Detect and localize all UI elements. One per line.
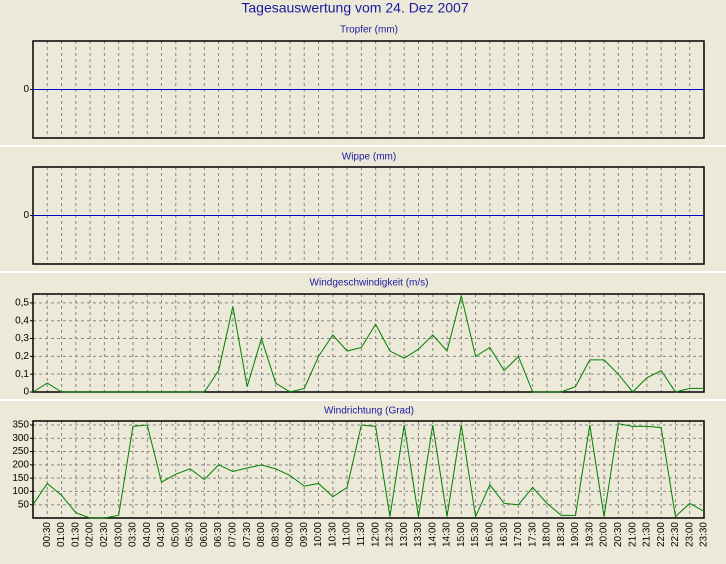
x-tick-label: 10:00 bbox=[313, 522, 324, 547]
x-tick-label: 16:30 bbox=[499, 522, 510, 547]
x-tick-label: 11:00 bbox=[342, 522, 353, 547]
x-tick-label: 07:00 bbox=[228, 522, 239, 547]
panel-title: Windgeschwindigkeit (m/s) bbox=[310, 278, 429, 289]
x-tick-label: 19:00 bbox=[570, 522, 581, 547]
plot-frame bbox=[32, 293, 705, 393]
y-tick-label: 0 bbox=[23, 210, 29, 221]
x-tick-label: 20:00 bbox=[599, 522, 610, 547]
x-tick-label: 20:30 bbox=[613, 522, 624, 547]
x-tick-label: 13:00 bbox=[399, 522, 410, 547]
x-tick-label: 00:30 bbox=[42, 522, 53, 547]
x-tick-label: 11:30 bbox=[356, 522, 367, 547]
x-tick-label: 15:00 bbox=[456, 522, 467, 547]
x-tick-label: 12:00 bbox=[370, 522, 381, 547]
y-tick-label: 0,1 bbox=[15, 369, 29, 380]
x-tick-label: 09:30 bbox=[299, 522, 310, 547]
x-tick-label: 18:00 bbox=[542, 522, 553, 547]
x-tick-label: 21:00 bbox=[627, 522, 638, 547]
x-tick-label: 03:30 bbox=[128, 522, 139, 547]
x-tick-label: 05:30 bbox=[185, 522, 196, 547]
x-tick-label: 01:00 bbox=[56, 522, 67, 547]
x-tick-label: 14:30 bbox=[442, 522, 453, 547]
x-tick-label: 03:00 bbox=[113, 522, 124, 547]
x-tick-label: 04:30 bbox=[156, 522, 167, 547]
x-tick-label: 09:00 bbox=[285, 522, 296, 547]
x-tick-label: 08:30 bbox=[270, 522, 281, 547]
x-tick-label: 17:30 bbox=[527, 522, 538, 547]
x-tick-label: 13:30 bbox=[413, 522, 424, 547]
y-tick-label: 0,2 bbox=[15, 351, 29, 362]
x-tick-label: 22:00 bbox=[656, 522, 667, 547]
panel-title: Wippe (mm) bbox=[342, 152, 396, 163]
panel-title: Windrichtung (Grad) bbox=[324, 406, 414, 417]
x-tick-label: 21:30 bbox=[642, 522, 653, 547]
x-tick-label: 08:00 bbox=[256, 522, 267, 547]
y-tick-label: 0 bbox=[23, 387, 29, 398]
page-title: Tagesauswertung vom 24. Dez 2007 bbox=[241, 0, 468, 16]
x-tick-label: 19:30 bbox=[584, 522, 595, 547]
x-tick-label: 07:30 bbox=[242, 522, 253, 547]
x-tick-label: 23:00 bbox=[684, 522, 695, 547]
x-tick-label: 14:00 bbox=[427, 522, 438, 547]
y-tick-label: 0,3 bbox=[15, 333, 29, 344]
x-tick-label: 05:00 bbox=[170, 522, 181, 547]
y-tick-label: 100 bbox=[12, 486, 29, 497]
plot-frame bbox=[32, 420, 705, 519]
x-tick-label: 22:30 bbox=[670, 522, 681, 547]
x-tick-label: 12:30 bbox=[385, 522, 396, 547]
x-tick-label: 01:30 bbox=[70, 522, 81, 547]
y-tick-label: 200 bbox=[12, 459, 29, 470]
x-tick-label: 18:30 bbox=[556, 522, 567, 547]
x-tick-label: 15:30 bbox=[470, 522, 481, 547]
y-tick-label: 0,4 bbox=[15, 315, 29, 326]
y-tick-label: 350 bbox=[12, 420, 29, 431]
data-line bbox=[32, 295, 704, 393]
panel-title: Tropfer (mm) bbox=[340, 25, 398, 36]
data-line bbox=[32, 423, 705, 519]
x-tick-label: 06:30 bbox=[213, 522, 224, 547]
x-tick-label: 02:30 bbox=[99, 522, 110, 547]
y-tick-label: 300 bbox=[12, 433, 29, 444]
y-tick-label: 0,5 bbox=[15, 298, 29, 309]
separators bbox=[0, 145, 726, 401]
x-tick-label: 23:30 bbox=[699, 522, 710, 547]
x-tick-label: 04:00 bbox=[142, 522, 153, 547]
x-tick-label: 06:00 bbox=[199, 522, 210, 547]
y-tick-label: 50 bbox=[18, 499, 30, 510]
x-tick-label: 17:00 bbox=[513, 522, 524, 547]
x-tick-label: 16:00 bbox=[484, 522, 495, 547]
x-tick-label: 10:30 bbox=[327, 522, 338, 547]
x-tick-label: 02:00 bbox=[85, 522, 96, 547]
y-tick-label: 250 bbox=[12, 446, 29, 457]
y-tick-label: 0 bbox=[23, 84, 29, 95]
y-tick-label: 150 bbox=[12, 473, 29, 484]
